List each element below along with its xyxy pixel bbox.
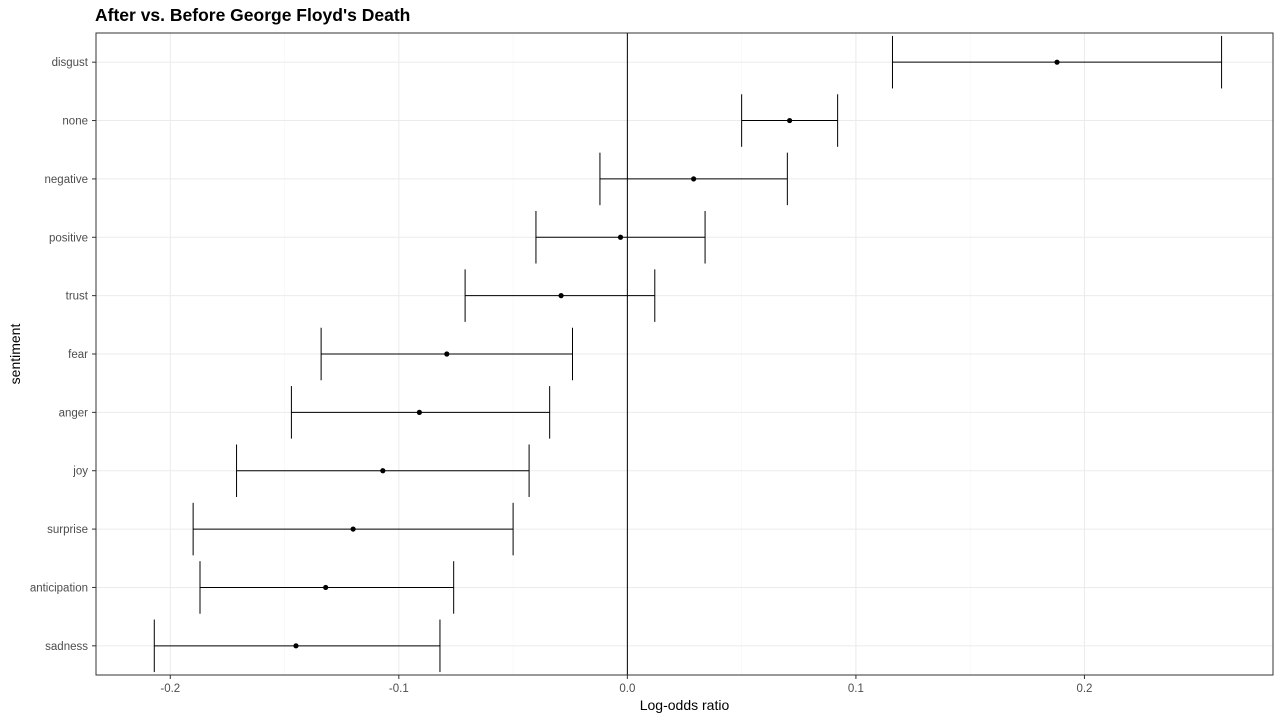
y-tick-label: joy	[72, 466, 88, 478]
x-axis-title: Log-odds ratio	[640, 697, 730, 713]
point-sadness	[293, 643, 299, 649]
point-anticipation	[323, 584, 329, 591]
point-fear	[444, 351, 450, 357]
y-tick-label: none	[62, 116, 88, 128]
point-none	[787, 117, 793, 124]
grid-layer	[96, 33, 1273, 675]
chart-title: After vs. Before George Floyd's Death	[95, 5, 411, 25]
point-disgust	[1054, 59, 1060, 65]
y-tick-label: negative	[45, 174, 88, 186]
point-negative	[691, 176, 697, 182]
y-tick-label: fear	[68, 349, 88, 361]
y-axis-title: sentiment	[7, 324, 23, 385]
y-axis: disgust none negative positive trust fear ange…	[30, 57, 96, 653]
y-tick-label: surprise	[47, 524, 88, 536]
point-layer	[293, 59, 1060, 649]
point-surprise	[350, 526, 356, 532]
point-joy	[380, 468, 386, 474]
y-tick-label: trust	[66, 291, 89, 303]
x-tick-label: 0.1	[848, 683, 864, 695]
point-positive	[617, 234, 624, 240]
x-tick-label: -0.2	[160, 683, 180, 695]
point-anger	[416, 409, 422, 415]
x-axis: -0.2 -0.1 0.0 0.1 0.2	[160, 675, 1092, 695]
x-tick-label: 0.0	[619, 683, 635, 695]
x-tick-label: -0.1	[389, 683, 409, 695]
point-trust	[558, 293, 564, 299]
y-tick-label: sadness	[45, 641, 88, 653]
y-tick-label: disgust	[52, 57, 89, 69]
y-tick-label: anticipation	[30, 582, 88, 594]
y-tick-label: anger	[59, 407, 89, 419]
x-tick-label: 0.2	[1076, 683, 1092, 695]
y-tick-label: positive	[49, 232, 88, 244]
